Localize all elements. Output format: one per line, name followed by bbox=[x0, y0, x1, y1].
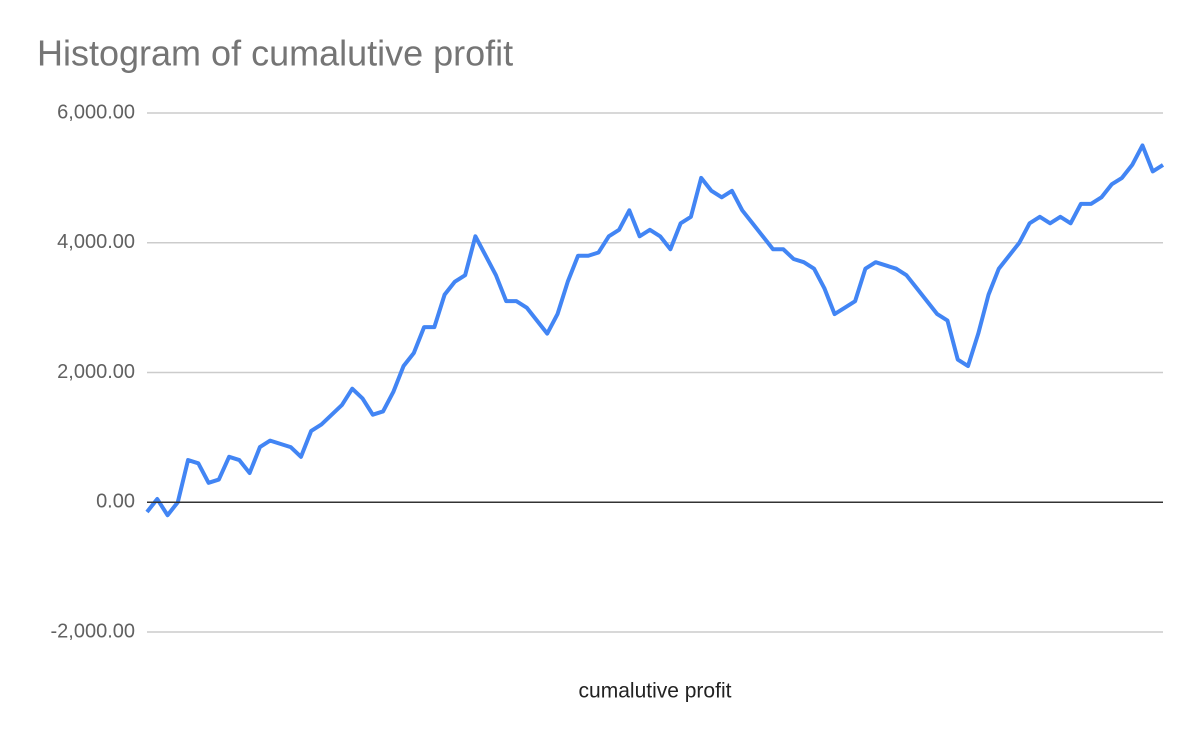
y-tick-label: 4,000.00 bbox=[57, 231, 135, 253]
y-tick-label: 6,000.00 bbox=[57, 101, 135, 123]
data-line bbox=[145, 143, 1165, 518]
y-tick-label: 2,000.00 bbox=[57, 361, 135, 383]
y-tick-label: 0.00 bbox=[96, 491, 135, 513]
chart-title: Histogram of cumalutive profit bbox=[37, 33, 513, 74]
x-axis-label: cumalutive profit bbox=[579, 680, 732, 703]
y-tick-label: -2,000.00 bbox=[50, 620, 135, 642]
